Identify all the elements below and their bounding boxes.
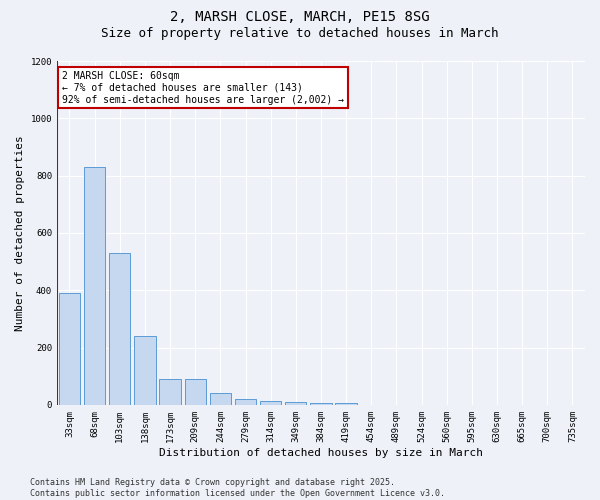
Bar xyxy=(209,394,231,405)
Bar xyxy=(160,379,181,405)
Bar xyxy=(59,293,80,405)
X-axis label: Distribution of detached houses by size in March: Distribution of detached houses by size … xyxy=(159,448,483,458)
Bar xyxy=(84,167,106,405)
Bar xyxy=(285,402,307,405)
Y-axis label: Number of detached properties: Number of detached properties xyxy=(15,135,25,331)
Bar xyxy=(185,379,206,405)
Bar xyxy=(260,400,281,405)
Text: 2, MARSH CLOSE, MARCH, PE15 8SG: 2, MARSH CLOSE, MARCH, PE15 8SG xyxy=(170,10,430,24)
Bar xyxy=(235,399,256,405)
Text: 2 MARSH CLOSE: 60sqm
← 7% of detached houses are smaller (143)
92% of semi-detac: 2 MARSH CLOSE: 60sqm ← 7% of detached ho… xyxy=(62,72,344,104)
Bar xyxy=(134,336,155,405)
Bar xyxy=(310,402,332,405)
Text: Size of property relative to detached houses in March: Size of property relative to detached ho… xyxy=(101,28,499,40)
Bar xyxy=(335,404,357,405)
Bar xyxy=(109,253,130,405)
Text: Contains HM Land Registry data © Crown copyright and database right 2025.
Contai: Contains HM Land Registry data © Crown c… xyxy=(30,478,445,498)
